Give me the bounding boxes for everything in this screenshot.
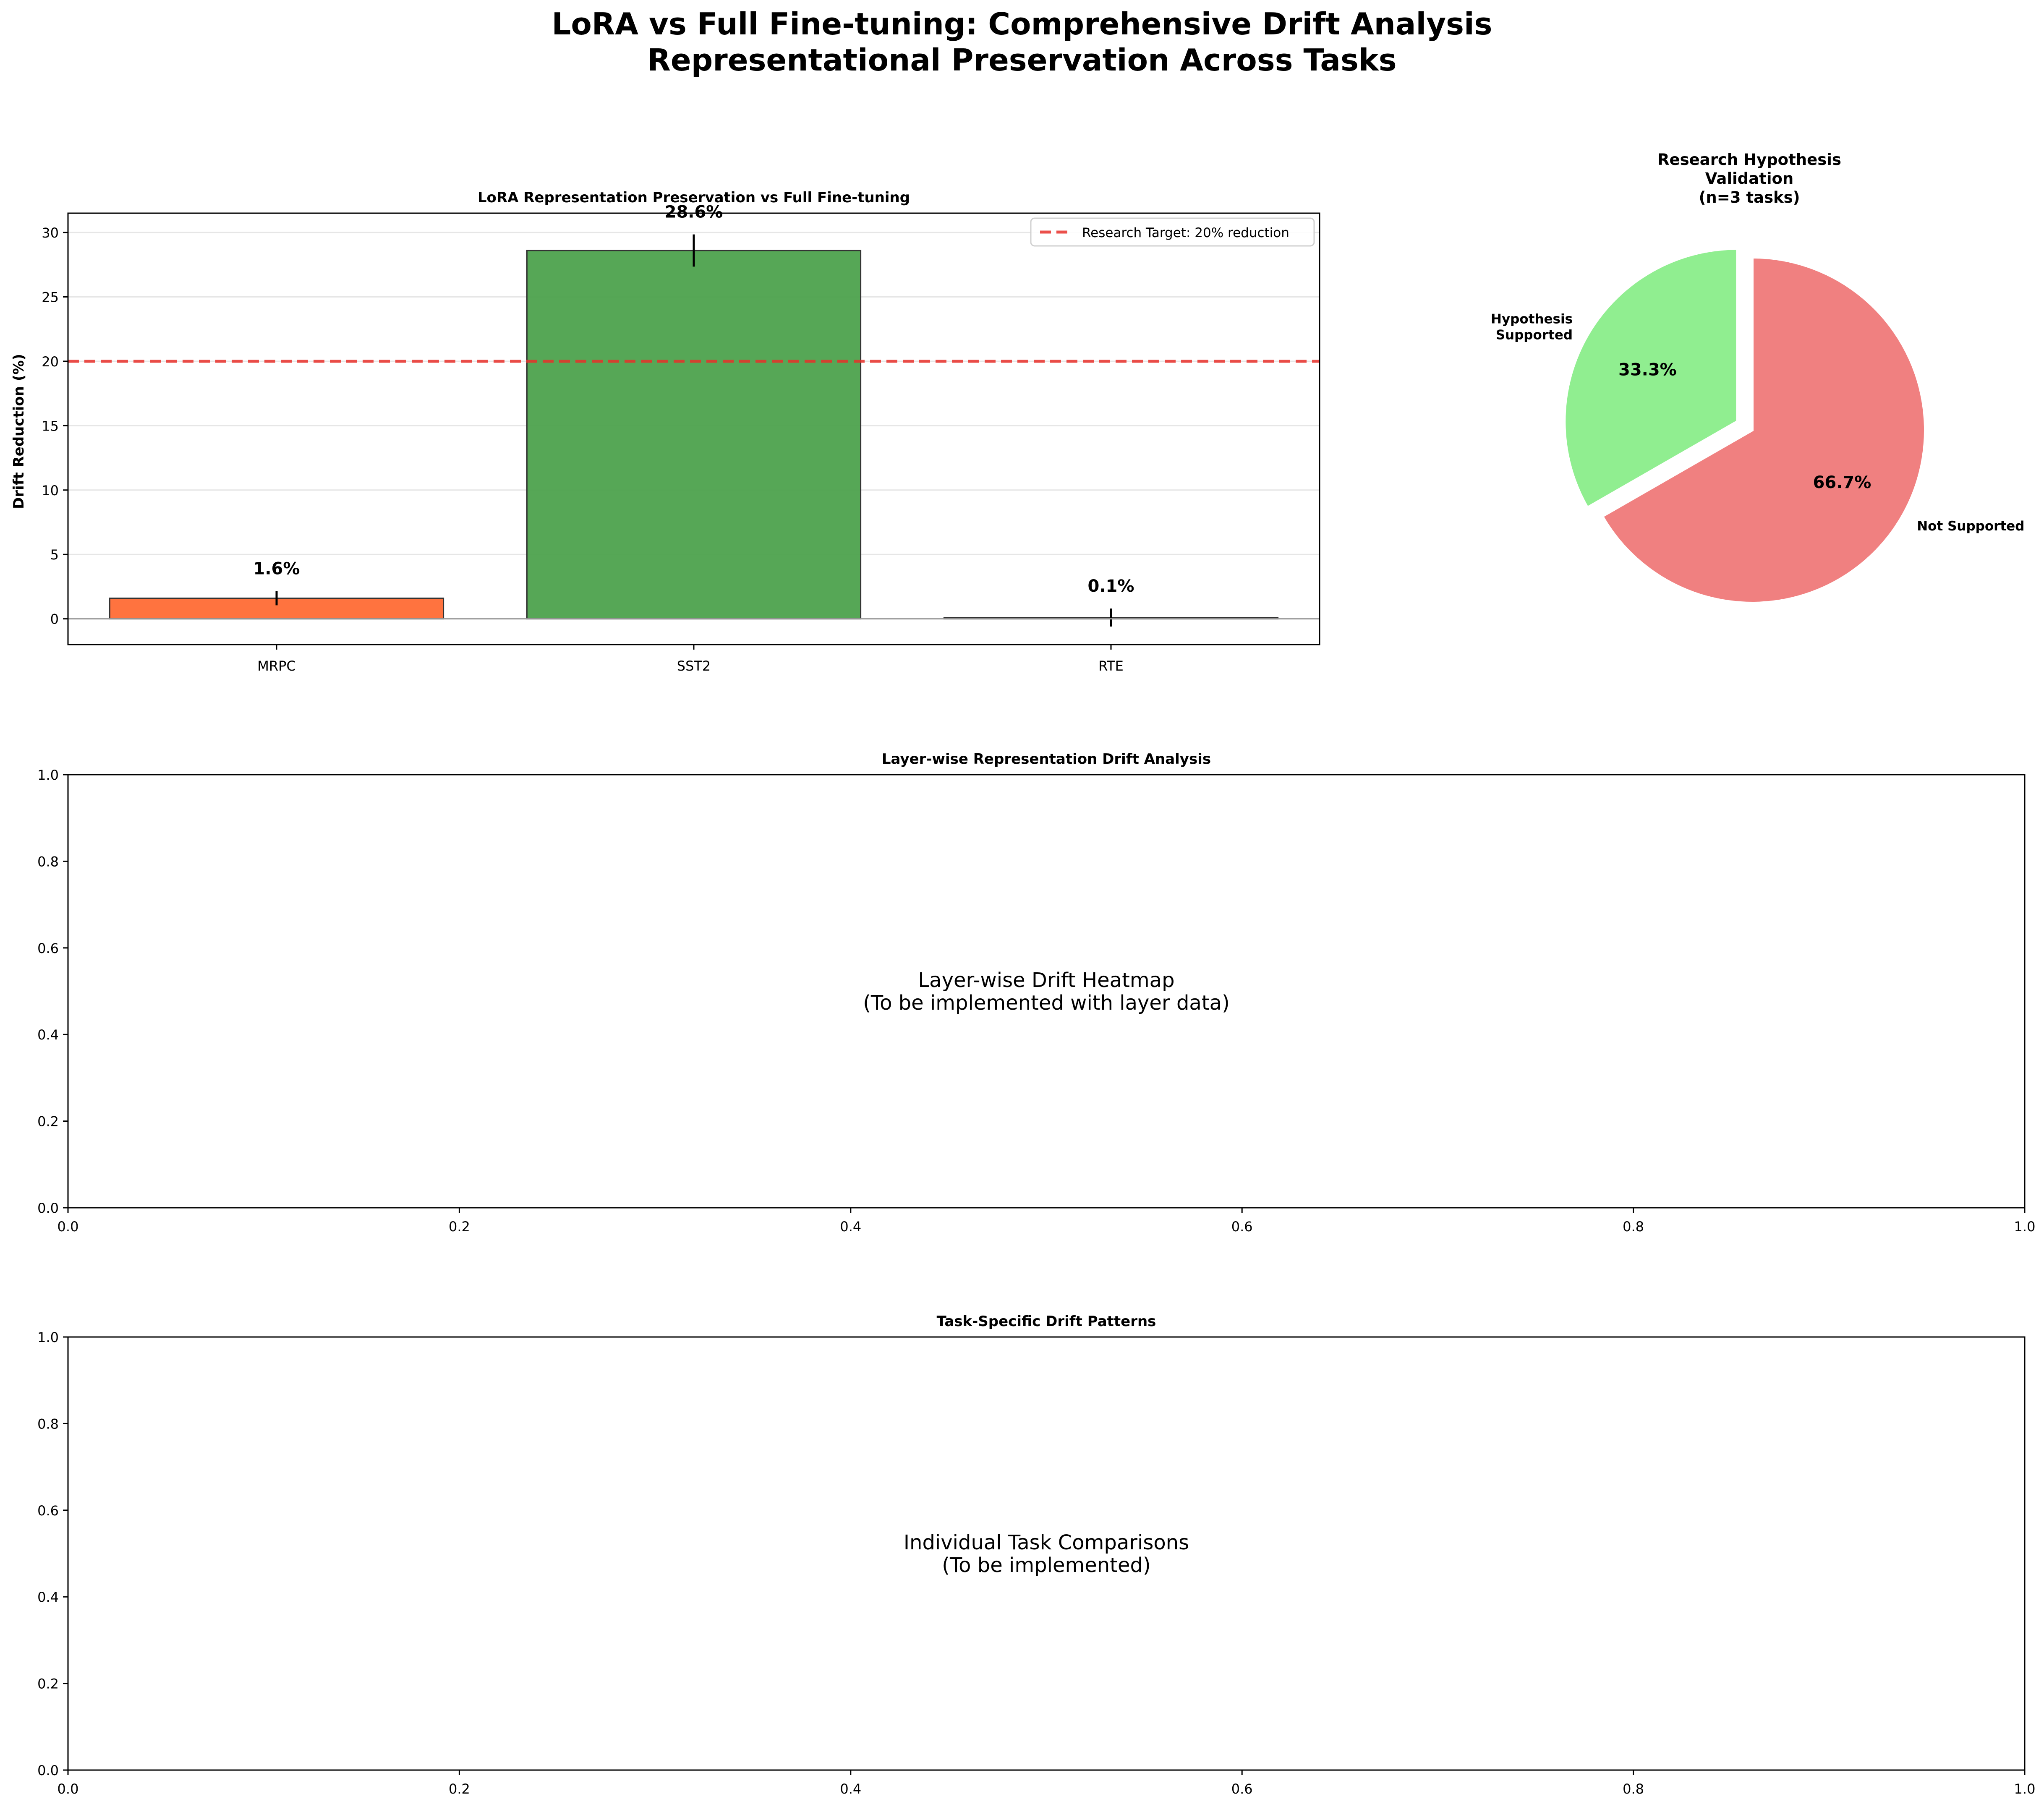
bar-chart-legend: Research Target: 20% reduction bbox=[1030, 217, 1315, 247]
y-tick-label: 0.6 bbox=[37, 1503, 59, 1519]
y-tick-label: 30 bbox=[42, 225, 59, 241]
figure-title-line1: LoRA vs Full Fine-tuning: Comprehensive … bbox=[552, 6, 1492, 42]
pie-slices bbox=[1563, 247, 1926, 604]
pie-title-line2: Validation bbox=[1705, 170, 1794, 188]
placeholder-message: (To be implemented) bbox=[942, 1554, 1150, 1577]
bar-chart-title: LoRA Representation Preservation vs Full… bbox=[478, 189, 910, 206]
x-tick-label-rte: RTE bbox=[1098, 658, 1124, 674]
x-tick-label: 0.4 bbox=[840, 1219, 861, 1235]
figure-title-line2: Representational Preservation Across Tas… bbox=[647, 42, 1396, 78]
panel-title: Layer-wise Representation Drift Analysis bbox=[882, 751, 1211, 768]
x-tick-label-mrpc: MRPC bbox=[257, 658, 295, 674]
pie-label-hypothesis-supported: Supported bbox=[1496, 327, 1573, 342]
legend-target-label: Research Target: 20% reduction bbox=[1082, 225, 1289, 240]
y-tick-label: 20 bbox=[42, 354, 59, 370]
x-tick-label: 0.6 bbox=[1231, 1219, 1253, 1235]
legend-box bbox=[1030, 217, 1315, 247]
pie-title-line3: (n=3 tasks) bbox=[1699, 188, 1800, 206]
panel-title: Task-Specific Drift Patterns bbox=[937, 1313, 1156, 1330]
y-tick-label: 5 bbox=[50, 547, 59, 563]
y-tick-label: 0.4 bbox=[37, 1027, 59, 1043]
value-label-sst2: 28.6% bbox=[665, 203, 723, 222]
y-tick-label: 25 bbox=[42, 289, 59, 305]
panel-frame bbox=[67, 1336, 2026, 1771]
x-tick-label-sst2: SST2 bbox=[677, 658, 711, 674]
placeholder-message: Layer-wise Drift Heatmap bbox=[918, 969, 1174, 992]
y-tick-label: 0.8 bbox=[37, 1416, 59, 1432]
task-drift-panel: Task-Specific Drift Patterns 0.0 0.0 0.2 0.2… bbox=[37, 1313, 2035, 1797]
y-tick-label: 10 bbox=[42, 483, 59, 499]
pie-label-hypothesis-supported: Hypothesis bbox=[1491, 311, 1573, 326]
bar-chart-error-bars bbox=[275, 234, 1112, 627]
y-tick-label: 0.6 bbox=[37, 940, 59, 956]
y-tick-label: 0.0 bbox=[37, 1200, 59, 1216]
x-tick-label: 0.2 bbox=[449, 1219, 470, 1235]
panel-frame bbox=[67, 774, 2026, 1209]
x-tick-label: 0.4 bbox=[840, 1781, 861, 1797]
bar-chart-ylabel: Drift Reduction (%) bbox=[10, 354, 27, 509]
pie-pct-hypothesis-supported: 33.3% bbox=[1618, 360, 1677, 380]
x-tick-label: 1.0 bbox=[2014, 1219, 2036, 1235]
pie-slice-not-supported bbox=[1600, 256, 1926, 604]
pie-slice-hypothesis-supported bbox=[1563, 247, 1739, 509]
y-tick-label: 15 bbox=[42, 418, 59, 434]
pie-label-not-supported: Not Supported bbox=[1917, 519, 2024, 534]
y-tick-label: 0.8 bbox=[37, 854, 59, 870]
x-tick-label: 0.2 bbox=[449, 1781, 470, 1797]
placeholder-message: (To be implemented with layer data) bbox=[863, 991, 1230, 1015]
bar-chart-panel: LoRA Representation Preservation vs Full… bbox=[10, 189, 1320, 674]
value-label-rte: 0.1% bbox=[1088, 577, 1134, 596]
y-tick-label: 0 bbox=[50, 611, 59, 627]
bar-chart-y-ticks: 0 5 10 15 20 25 30 bbox=[42, 225, 68, 627]
x-tick-label: 0.8 bbox=[1623, 1781, 1644, 1797]
pie-pct-not-supported: 66.7% bbox=[1813, 473, 1871, 492]
x-tick-label: 0.6 bbox=[1231, 1781, 1253, 1797]
x-tick-label: 0.8 bbox=[1623, 1219, 1644, 1235]
y-tick-label: 1.0 bbox=[37, 767, 59, 783]
bar-chart-frame bbox=[67, 212, 1320, 645]
x-tick-label: 0.0 bbox=[58, 1219, 79, 1235]
bar-chart-x-ticks: MRPC SST2 RTE bbox=[257, 645, 1124, 674]
bar-sst2 bbox=[526, 250, 862, 620]
value-label-mrpc: 1.6% bbox=[254, 559, 300, 579]
pie-chart-panel: Research Hypothesis Validation (n=3 task… bbox=[1491, 151, 2024, 604]
y-tick-label: 0.2 bbox=[37, 1676, 59, 1692]
x-tick-label: 0.0 bbox=[58, 1781, 79, 1797]
x-tick-label: 1.0 bbox=[2014, 1781, 2036, 1797]
placeholder-message: Individual Task Comparisons bbox=[904, 1531, 1189, 1554]
y-tick-label: 0.0 bbox=[37, 1763, 59, 1778]
pie-title-line1: Research Hypothesis bbox=[1657, 151, 1841, 169]
layer-drift-panel: Layer-wise Representation Drift Analysis… bbox=[37, 751, 2035, 1235]
y-tick-label: 1.0 bbox=[37, 1329, 59, 1345]
bar-chart-bars bbox=[109, 250, 1279, 620]
y-tick-label: 0.4 bbox=[37, 1589, 59, 1605]
bar-chart-value-labels: 1.6% 28.6% 0.1% bbox=[254, 203, 1134, 596]
y-tick-label: 0.2 bbox=[37, 1114, 59, 1130]
